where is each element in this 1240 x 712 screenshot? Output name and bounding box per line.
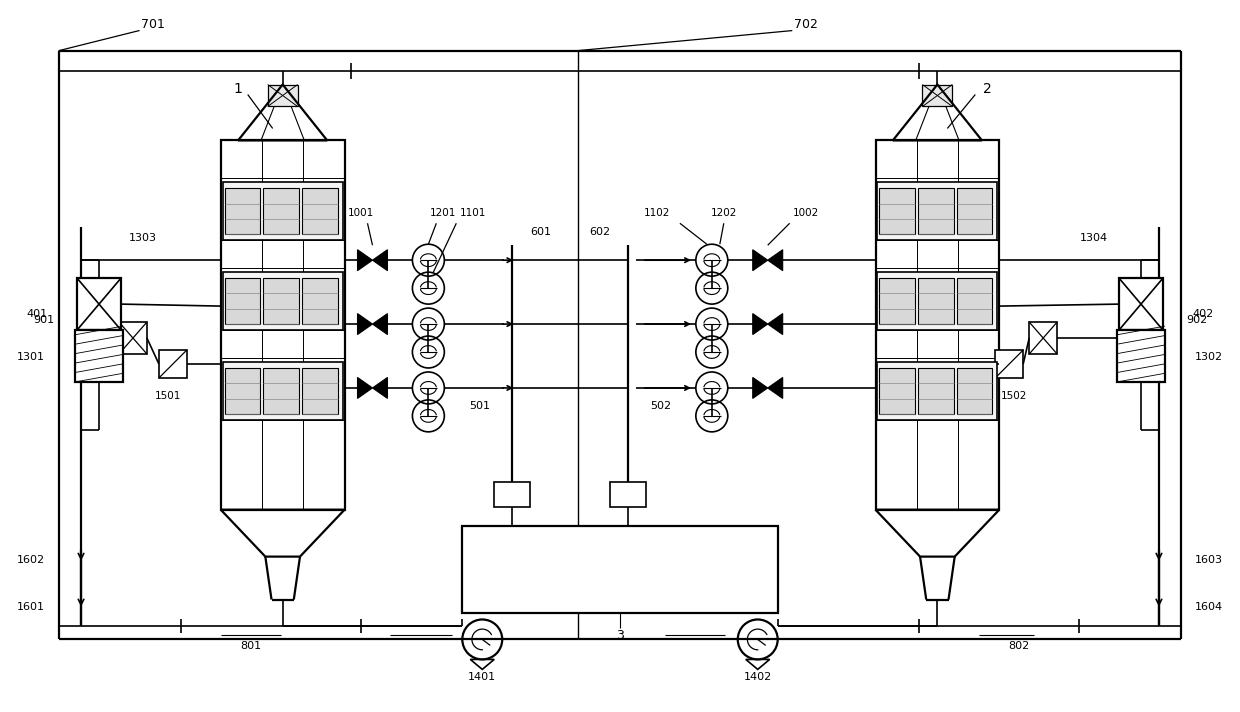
Bar — [1118, 278, 1163, 330]
Text: 502: 502 — [650, 401, 671, 411]
Bar — [223, 362, 342, 420]
Bar — [119, 322, 146, 354]
Text: 1302: 1302 — [1195, 352, 1223, 362]
Text: 801: 801 — [241, 642, 262, 651]
Bar — [303, 278, 337, 324]
Text: 1201: 1201 — [430, 209, 456, 219]
Polygon shape — [753, 377, 768, 399]
Bar — [263, 368, 299, 414]
Text: 401: 401 — [26, 310, 47, 320]
Text: 602: 602 — [589, 227, 610, 237]
Text: 1001: 1001 — [347, 209, 373, 219]
Text: 1: 1 — [233, 81, 242, 95]
Polygon shape — [357, 377, 372, 399]
Bar — [76, 330, 123, 382]
Text: 1202: 1202 — [711, 209, 737, 219]
Bar — [918, 278, 954, 324]
Bar — [879, 368, 915, 414]
Bar — [224, 278, 260, 324]
Text: 3: 3 — [616, 629, 624, 642]
Bar — [77, 278, 122, 330]
Polygon shape — [372, 250, 387, 271]
Bar — [223, 182, 342, 240]
Text: 402: 402 — [1193, 310, 1214, 320]
Polygon shape — [372, 313, 387, 335]
Bar — [463, 525, 777, 614]
Text: 601: 601 — [531, 227, 551, 237]
Polygon shape — [753, 250, 768, 271]
Text: 1101: 1101 — [460, 209, 486, 219]
Bar — [1029, 322, 1058, 354]
Text: 1303: 1303 — [129, 234, 157, 244]
Text: 2: 2 — [983, 81, 992, 95]
Polygon shape — [768, 250, 782, 271]
Bar — [878, 182, 997, 240]
Polygon shape — [753, 313, 768, 335]
Text: 1401: 1401 — [469, 672, 496, 682]
Text: 1002: 1002 — [792, 209, 818, 219]
Bar — [996, 350, 1023, 378]
Text: 501: 501 — [469, 401, 490, 411]
Bar — [878, 272, 997, 330]
Bar — [221, 140, 345, 510]
Text: 901: 901 — [33, 315, 55, 325]
Bar — [957, 368, 992, 414]
Text: 1102: 1102 — [644, 209, 670, 219]
Bar — [303, 368, 337, 414]
Text: 1301: 1301 — [17, 352, 45, 362]
Text: 1402: 1402 — [744, 672, 771, 682]
Text: 1502: 1502 — [1001, 391, 1028, 401]
Bar — [878, 362, 997, 420]
Bar — [263, 189, 299, 234]
Bar — [223, 272, 342, 330]
Bar — [875, 140, 999, 510]
Bar — [918, 368, 954, 414]
Polygon shape — [768, 313, 782, 335]
Text: 702: 702 — [794, 18, 817, 31]
Polygon shape — [768, 377, 782, 399]
Bar — [918, 189, 954, 234]
Bar — [159, 350, 187, 378]
Bar — [879, 189, 915, 234]
Bar — [268, 85, 298, 107]
Bar — [303, 189, 337, 234]
Bar — [224, 368, 260, 414]
Text: 1603: 1603 — [1195, 555, 1223, 565]
Bar — [224, 189, 260, 234]
Text: 802: 802 — [1008, 642, 1030, 651]
Text: 1604: 1604 — [1195, 602, 1223, 612]
Polygon shape — [357, 250, 372, 271]
Bar — [610, 482, 646, 507]
Polygon shape — [372, 377, 387, 399]
Text: 1304: 1304 — [1080, 234, 1109, 244]
Text: 1601: 1601 — [17, 602, 45, 612]
Bar — [957, 278, 992, 324]
Text: 1602: 1602 — [17, 555, 45, 565]
Bar — [263, 278, 299, 324]
Text: 1501: 1501 — [155, 391, 181, 401]
Bar — [957, 189, 992, 234]
Bar — [923, 85, 952, 107]
Polygon shape — [357, 313, 372, 335]
Text: 902: 902 — [1185, 315, 1208, 325]
Bar — [495, 482, 531, 507]
Bar — [879, 278, 915, 324]
Text: 701: 701 — [141, 18, 165, 31]
Bar — [1117, 330, 1164, 382]
